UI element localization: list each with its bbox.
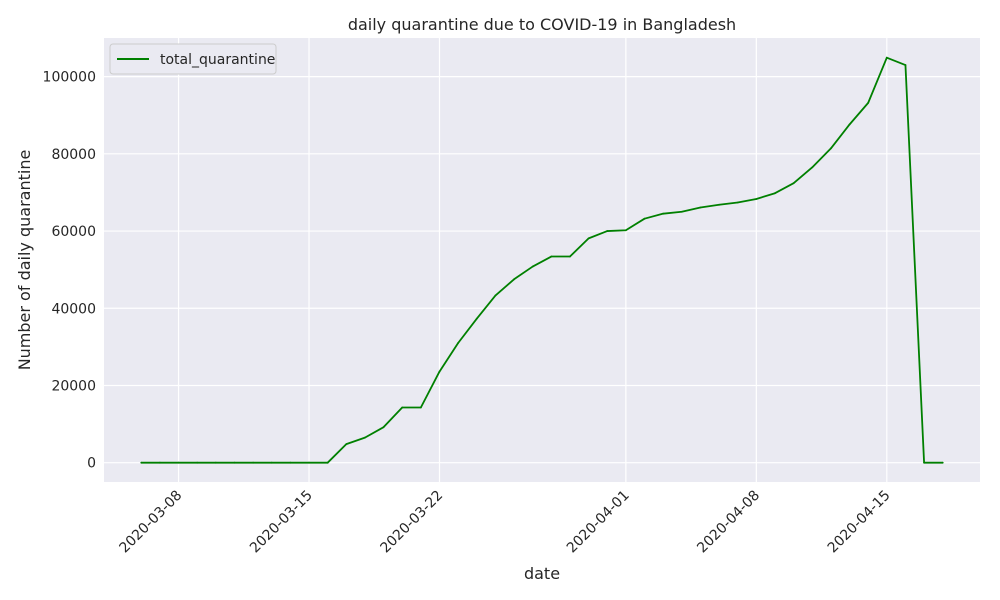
- data-point: [196, 461, 199, 464]
- data-point: [289, 461, 292, 464]
- y-axis-label: Number of daily quarantine: [15, 150, 34, 371]
- data-point: [531, 265, 534, 268]
- data-point: [233, 461, 236, 464]
- data-point: [252, 461, 255, 464]
- data-point: [680, 210, 683, 213]
- chart-title: daily quarantine due to COVID-19 in Bang…: [348, 15, 736, 34]
- data-point: [401, 406, 404, 409]
- data-point: [587, 237, 590, 240]
- x-tick-label: 2020-03-22: [377, 488, 446, 557]
- y-tick-label: 0: [87, 456, 96, 472]
- data-point: [177, 461, 180, 464]
- data-point: [308, 461, 310, 464]
- data-point: [326, 461, 329, 464]
- data-point: [941, 461, 944, 464]
- data-point: [382, 426, 385, 429]
- series-line-total_quarantine: [141, 56, 943, 464]
- data-point: [214, 461, 217, 464]
- data-point: [475, 317, 478, 320]
- data-point: [364, 436, 366, 439]
- y-axis-ticks: 0 20000 40000 60000 80000 100000: [43, 70, 96, 472]
- data-point: [550, 255, 553, 258]
- data-point: [811, 166, 814, 169]
- data-point: [606, 230, 609, 232]
- data-point: [848, 123, 851, 126]
- data-point: [345, 443, 348, 446]
- x-tick-label: 2020-03-15: [247, 488, 316, 557]
- x-tick-label: 2020-04-08: [694, 488, 763, 557]
- data-point: [904, 64, 907, 66]
- legend-label: total_quarantine: [160, 52, 275, 68]
- data-point: [867, 101, 870, 104]
- data-point: [774, 192, 776, 195]
- data-point: [140, 461, 143, 464]
- data-point: [494, 294, 497, 297]
- x-tick-label: 2020-04-01: [564, 488, 633, 557]
- legend: total_quarantine: [109, 43, 277, 75]
- x-tick-label: 2020-03-08: [117, 488, 186, 557]
- data-point: [923, 461, 925, 464]
- y-tick-label: 40000: [51, 301, 96, 317]
- data-point: [699, 206, 702, 209]
- data-point: [270, 461, 273, 464]
- data-point: [718, 203, 720, 206]
- data-point: [159, 461, 161, 464]
- data-point: [885, 56, 888, 59]
- line-layer: [140, 56, 944, 464]
- x-axis-label: date: [524, 564, 560, 583]
- data-point: [513, 278, 515, 281]
- data-point: [736, 201, 739, 204]
- data-point: [755, 198, 758, 200]
- x-tick-label: 2020-04-15: [825, 488, 894, 557]
- data-point: [662, 212, 665, 215]
- y-tick-label: 80000: [51, 147, 96, 163]
- data-point: [624, 229, 627, 232]
- data-point: [438, 370, 441, 373]
- y-tick-label: 20000: [51, 378, 96, 394]
- data-point: [829, 147, 832, 150]
- plot-background: [104, 38, 980, 482]
- legend-box: [109, 43, 277, 75]
- y-tick-label: 60000: [51, 224, 96, 240]
- data-point: [457, 342, 460, 344]
- data-point: [643, 217, 646, 220]
- data-point: [569, 255, 571, 258]
- x-axis-ticks: 2020-03-08 2020-03-15 2020-03-22 2020-04-01…: [117, 488, 894, 557]
- y-tick-label: 100000: [43, 70, 96, 86]
- data-point: [419, 406, 422, 409]
- data-point: [792, 182, 795, 185]
